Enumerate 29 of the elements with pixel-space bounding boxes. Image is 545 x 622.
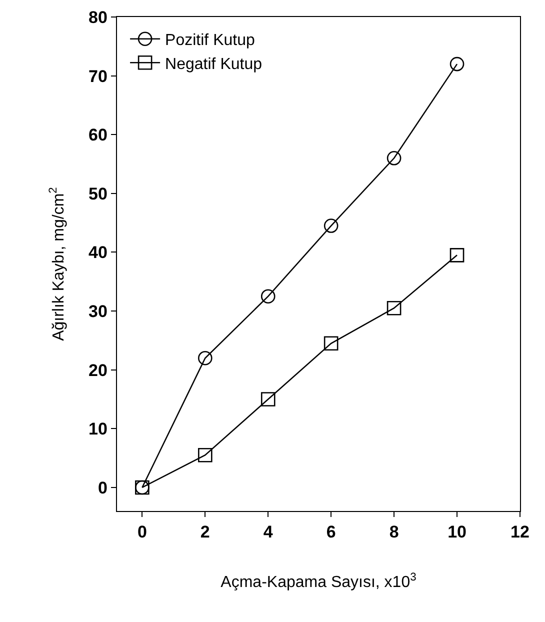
y-tick-label: 10 xyxy=(88,420,108,439)
y-tick-label: 30 xyxy=(88,302,108,321)
point xyxy=(260,392,276,406)
x-tick-label: 10 xyxy=(448,522,466,542)
y-tick-label: 0 xyxy=(98,478,108,498)
point xyxy=(386,300,402,316)
point xyxy=(260,289,276,304)
y-tick-label: 20 xyxy=(88,360,108,380)
y-tick-label: 50 xyxy=(88,184,108,204)
x-tick-label: 4 xyxy=(263,522,274,542)
point xyxy=(324,218,338,233)
x-tick-label: 2 xyxy=(200,522,210,542)
legend-label: Negatif Kutup xyxy=(165,56,262,73)
y-tick-label: 40 xyxy=(88,243,108,262)
point xyxy=(324,336,338,351)
point xyxy=(198,350,212,366)
point xyxy=(450,56,464,72)
y-tick-label: 80 xyxy=(88,8,108,27)
x-tick-label: 0 xyxy=(137,522,147,542)
point xyxy=(450,248,464,262)
legend-label: Pozitif Kutup xyxy=(165,32,255,50)
x-tick-label: 6 xyxy=(326,522,336,542)
x-axis-title: Açma-Kapama Sayısı, x10$^{3}$ xyxy=(220,572,416,592)
y-tick-label: 70 xyxy=(88,66,108,86)
x-tick-label: 12 xyxy=(510,522,530,542)
y-tick-label: 60 xyxy=(88,126,108,145)
point xyxy=(386,150,402,166)
x-tick-label: 8 xyxy=(389,522,399,542)
point xyxy=(198,448,212,462)
